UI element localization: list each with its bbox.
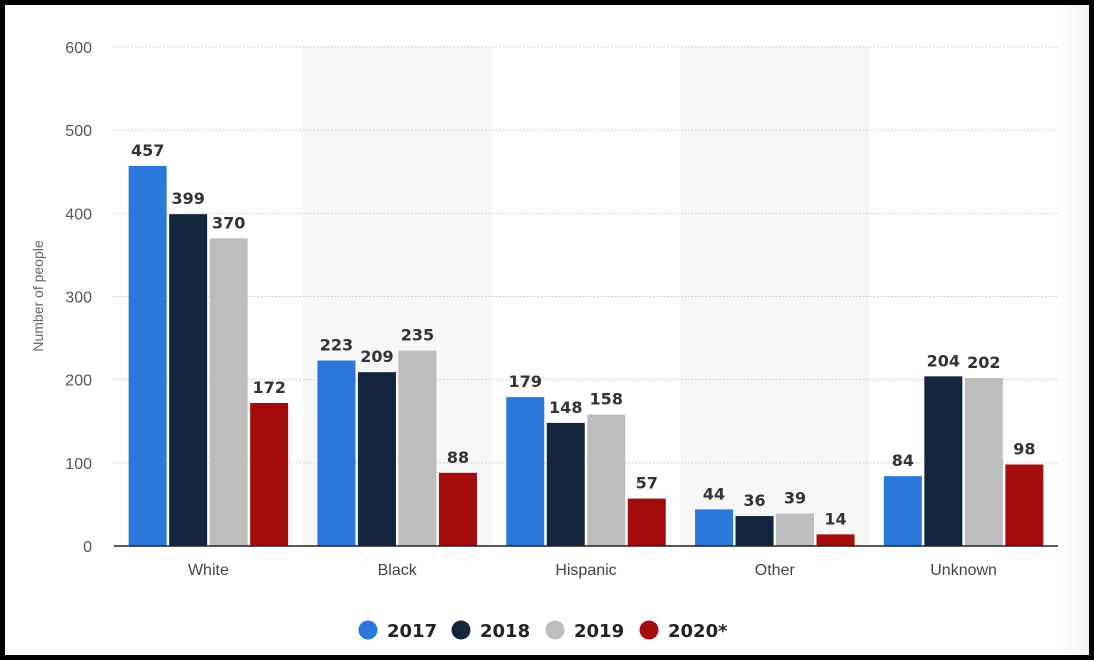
legend-label: 2020* (668, 621, 728, 642)
bar-white-2018 (169, 214, 208, 547)
legend-label: 2018 (480, 621, 530, 642)
bar-hispanic-2019 (587, 414, 626, 546)
bar-unknown-2017 (883, 476, 922, 546)
bar-other-2017 (695, 509, 734, 546)
legend-swatch (639, 620, 659, 640)
category-band (680, 47, 870, 546)
data-label: 14 (824, 509, 846, 528)
data-label: 370 (212, 213, 245, 232)
bar-white-2019 (209, 238, 248, 547)
bars (128, 165, 1044, 547)
data-label: 399 (171, 189, 204, 208)
data-label: 148 (549, 398, 582, 417)
category-label: White (188, 562, 229, 579)
bar-hispanic-2020 (627, 498, 666, 546)
bar-black-2017 (317, 360, 356, 546)
y-tick-label: 600 (65, 40, 92, 57)
category-label: Black (378, 562, 418, 579)
legend-label: 2017 (387, 621, 437, 642)
bar-black-2020 (438, 472, 477, 546)
legend-label: 2019 (574, 621, 624, 642)
data-label: 457 (131, 141, 164, 160)
gridlines (114, 46, 1058, 464)
data-label: 209 (360, 347, 393, 366)
bar-other-2020 (816, 534, 855, 546)
bar-unknown-2019 (964, 378, 1003, 546)
legend-swatch (358, 620, 378, 640)
bar-black-2019 (398, 350, 437, 546)
data-label: 158 (590, 390, 623, 409)
category-label: Unknown (930, 562, 997, 579)
legend-swatch (545, 620, 565, 640)
bar-unknown-2020 (1005, 464, 1044, 546)
bar-other-2019 (776, 513, 815, 546)
data-labels: 457 399 370 172 223 209 235 88 179 148 158 57 44 36 39… (131, 141, 1036, 528)
y-tick-label: 0 (83, 539, 92, 556)
data-label: 36 (743, 491, 765, 510)
data-label: 98 (1013, 439, 1035, 458)
data-label: 84 (892, 451, 914, 470)
data-label: 172 (252, 378, 285, 397)
data-label: 88 (447, 448, 469, 467)
data-label: 202 (967, 353, 1000, 372)
bar-white-2020 (250, 402, 289, 546)
bar-unknown-2018 (924, 376, 963, 546)
right-edge-shade (1060, 5, 1089, 655)
y-tick-label: 100 (65, 456, 92, 473)
data-label: 44 (703, 484, 725, 503)
bar-other-2018 (735, 516, 774, 546)
data-label: 39 (784, 489, 806, 508)
category-label: Hispanic (555, 562, 616, 579)
y-tick-label: 200 (65, 373, 92, 390)
data-label: 179 (509, 372, 542, 391)
data-label: 57 (636, 474, 658, 493)
data-label: 204 (927, 351, 960, 370)
legend: 2017 2018 2019 2020* (358, 620, 728, 642)
data-label: 235 (401, 326, 434, 345)
y-tick-label: 500 (65, 123, 92, 140)
data-label: 223 (320, 336, 353, 355)
y-tick-label: 300 (65, 290, 92, 307)
category-label: Other (755, 562, 796, 579)
bar-hispanic-2018 (546, 422, 585, 546)
bar-white-2017 (128, 165, 167, 546)
y-axis-label: Number of people (30, 240, 46, 352)
legend-swatch (451, 620, 471, 640)
bar-hispanic-2017 (506, 397, 545, 546)
y-axis-ticks: 0 100 200 300 400 500 600 (65, 40, 92, 556)
y-tick-label: 400 (65, 206, 92, 223)
x-axis-categories: White Black Hispanic Other Unknown (188, 562, 997, 579)
category-bands (302, 47, 870, 546)
bar-black-2018 (357, 372, 396, 546)
